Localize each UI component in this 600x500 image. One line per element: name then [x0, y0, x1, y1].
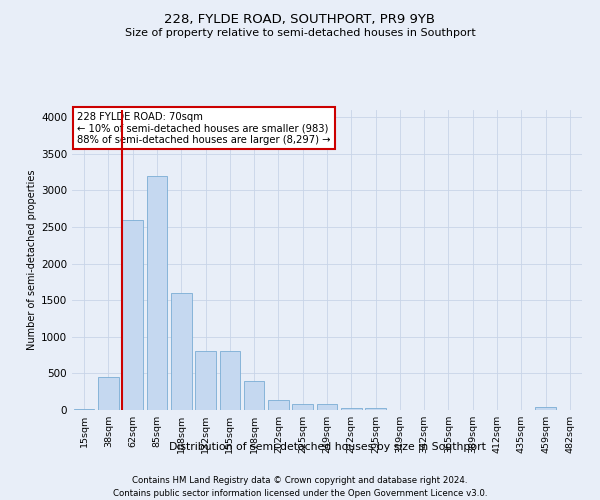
- Bar: [341, 408, 362, 410]
- Text: Contains public sector information licensed under the Open Government Licence v3: Contains public sector information licen…: [113, 489, 487, 498]
- Text: Contains HM Land Registry data © Crown copyright and database right 2024.: Contains HM Land Registry data © Crown c…: [132, 476, 468, 485]
- Text: 228 FYLDE ROAD: 70sqm
← 10% of semi-detached houses are smaller (983)
88% of sem: 228 FYLDE ROAD: 70sqm ← 10% of semi-deta…: [77, 112, 331, 144]
- Bar: [535, 407, 556, 410]
- Bar: [220, 352, 240, 410]
- Bar: [317, 404, 337, 410]
- Text: Size of property relative to semi-detached houses in Southport: Size of property relative to semi-detach…: [125, 28, 475, 38]
- Bar: [122, 220, 143, 410]
- Bar: [171, 293, 191, 410]
- Y-axis label: Number of semi-detached properties: Number of semi-detached properties: [27, 170, 37, 350]
- Bar: [146, 176, 167, 410]
- Text: 228, FYLDE ROAD, SOUTHPORT, PR9 9YB: 228, FYLDE ROAD, SOUTHPORT, PR9 9YB: [164, 12, 436, 26]
- Bar: [268, 400, 289, 410]
- Text: Distribution of semi-detached houses by size in Southport: Distribution of semi-detached houses by …: [169, 442, 485, 452]
- Bar: [292, 404, 313, 410]
- Bar: [98, 377, 119, 410]
- Bar: [244, 380, 265, 410]
- Bar: [195, 352, 216, 410]
- Bar: [365, 408, 386, 410]
